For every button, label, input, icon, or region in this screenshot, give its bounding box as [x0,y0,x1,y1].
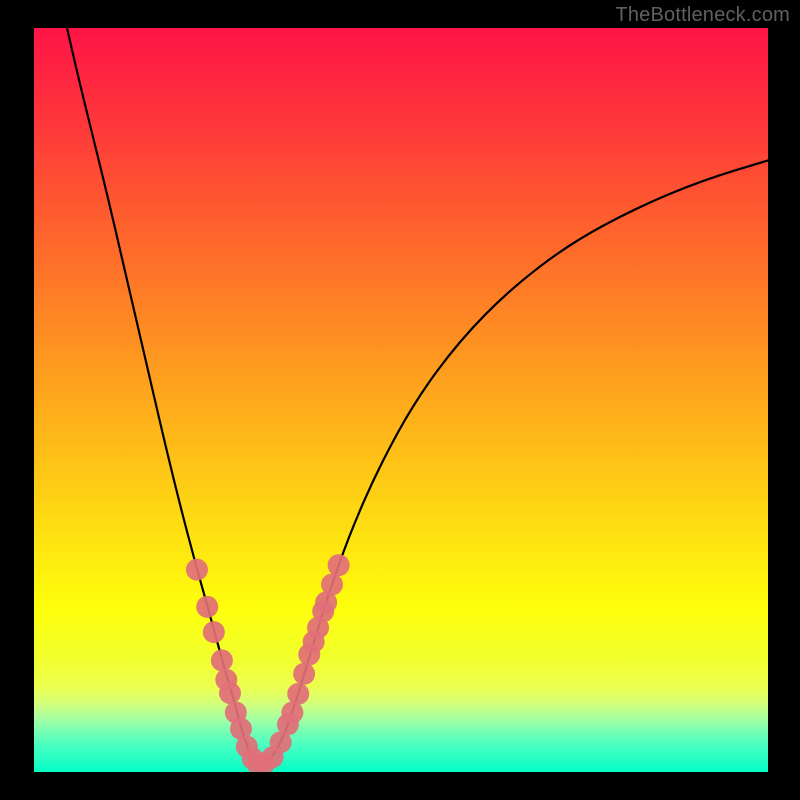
data-marker [211,649,233,671]
frame-mask [768,28,800,772]
data-marker [186,559,208,581]
chart-frame: TheBottleneck.com [0,0,800,800]
data-marker [219,682,241,704]
data-marker [321,574,343,596]
data-marker [203,621,225,643]
data-marker [328,554,350,576]
data-marker [281,701,303,723]
frame-mask [0,28,34,772]
gradient-background [34,28,768,772]
watermark-label: TheBottleneck.com [615,4,790,27]
frame-mask [0,772,800,800]
chart-svg [0,0,800,800]
data-marker [196,596,218,618]
data-marker [293,663,315,685]
data-marker [287,683,309,705]
